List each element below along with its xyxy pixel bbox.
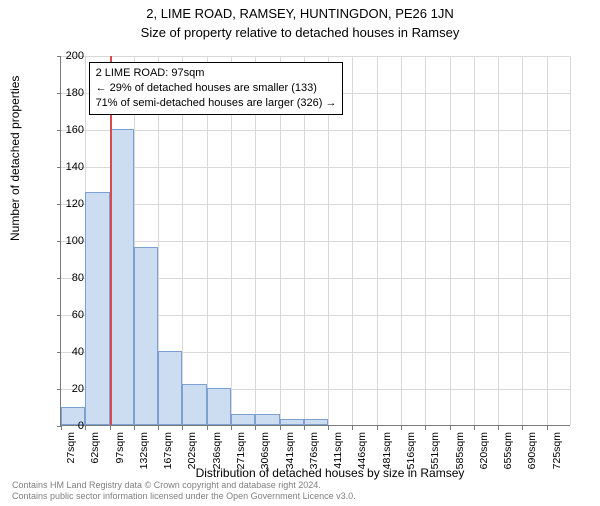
x-tick-mark — [85, 426, 86, 430]
histogram-bar — [134, 247, 158, 425]
x-tick-mark — [474, 426, 475, 430]
footer-line-2: Contains public sector information licen… — [12, 491, 356, 502]
x-tick-mark — [522, 426, 523, 430]
gridline-v — [474, 56, 475, 425]
gridline-h — [61, 167, 570, 168]
histogram-bar — [207, 388, 231, 425]
x-tick-mark — [182, 426, 183, 430]
page-subtitle: Size of property relative to detached ho… — [0, 25, 600, 40]
info-line-1: 2 LIME ROAD: 97sqm — [96, 66, 337, 81]
histogram-bar — [85, 192, 109, 425]
gridline-h — [61, 241, 570, 242]
x-tick-mark — [328, 426, 329, 430]
y-axis-label: Number of detached properties — [8, 76, 22, 241]
gridline-v — [522, 56, 523, 425]
x-tick-mark — [280, 426, 281, 430]
x-tick-mark — [450, 426, 451, 430]
y-tick-label: 80 — [54, 272, 84, 284]
info-line-3: 71% of semi-detached houses are larger (… — [96, 96, 337, 111]
histogram-bar — [110, 129, 134, 425]
gridline-v — [498, 56, 499, 425]
histogram-bar — [280, 419, 304, 425]
gridline-v — [352, 56, 353, 425]
histogram-bar — [231, 414, 255, 425]
info-box: 2 LIME ROAD: 97sqm ← 29% of detached hou… — [89, 62, 344, 115]
y-tick-label: 0 — [54, 420, 84, 432]
histogram-bar — [304, 419, 328, 425]
y-tick-label: 160 — [54, 124, 84, 136]
x-tick-mark — [377, 426, 378, 430]
x-tick-mark — [401, 426, 402, 430]
x-tick-mark — [207, 426, 208, 430]
gridline-h — [61, 204, 570, 205]
y-tick-label: 60 — [54, 309, 84, 321]
y-tick-label: 140 — [54, 161, 84, 173]
gridline-v — [570, 56, 571, 425]
y-tick-label: 20 — [54, 383, 84, 395]
x-tick-mark — [231, 426, 232, 430]
x-tick-mark — [158, 426, 159, 430]
y-tick-label: 180 — [54, 87, 84, 99]
y-tick-label: 40 — [54, 346, 84, 358]
footer: Contains HM Land Registry data © Crown c… — [12, 480, 356, 503]
histogram-bar — [182, 384, 206, 425]
gridline-v — [425, 56, 426, 425]
x-tick-mark — [547, 426, 548, 430]
gridline-v — [401, 56, 402, 425]
x-tick-mark — [134, 426, 135, 430]
x-tick-mark — [425, 426, 426, 430]
gridline-h — [61, 130, 570, 131]
footer-line-1: Contains HM Land Registry data © Crown c… — [12, 480, 356, 491]
gridline-h — [61, 56, 570, 57]
gridline-v — [450, 56, 451, 425]
x-axis-label: Distribution of detached houses by size … — [30, 466, 600, 480]
x-tick-mark — [304, 426, 305, 430]
gridline-v — [377, 56, 378, 425]
info-line-2: ← 29% of detached houses are smaller (13… — [96, 81, 337, 96]
x-tick-mark — [255, 426, 256, 430]
x-tick-mark — [110, 426, 111, 430]
x-tick-mark — [352, 426, 353, 430]
y-tick-label: 200 — [54, 50, 84, 62]
y-tick-label: 120 — [54, 198, 84, 210]
histogram-chart: 27sqm62sqm97sqm132sqm167sqm202sqm236sqm2… — [60, 56, 570, 426]
gridline-v — [547, 56, 548, 425]
y-tick-label: 100 — [54, 235, 84, 247]
page-title: 2, LIME ROAD, RAMSEY, HUNTINGDON, PE26 1… — [0, 6, 600, 21]
histogram-bar — [255, 414, 279, 425]
histogram-bar — [158, 351, 182, 425]
x-tick-mark — [498, 426, 499, 430]
